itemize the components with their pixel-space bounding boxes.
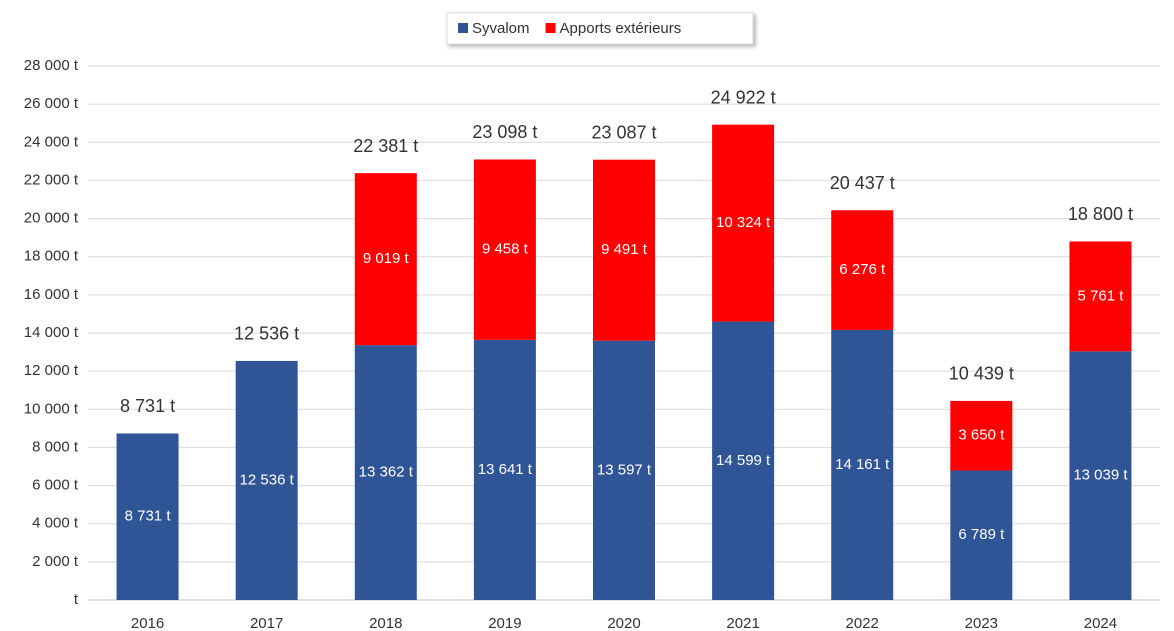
bar-segment <box>712 321 775 600</box>
bar-segment <box>354 345 417 600</box>
x-tick-label: 2021 <box>726 615 759 631</box>
x-tick-label: 2023 <box>965 615 998 631</box>
bar-segment <box>473 339 536 600</box>
legend-box <box>446 12 754 45</box>
total-label: 10 439 t <box>949 364 1014 384</box>
value-label: 13 039 t <box>1073 467 1128 484</box>
legend-swatch <box>458 23 468 33</box>
total-label: 22 381 t <box>353 136 418 156</box>
bar-segment <box>831 210 894 330</box>
y-tick-label: 2 000 t <box>32 553 79 570</box>
value-label: 14 599 t <box>716 452 771 469</box>
y-tick-label: 20 000 t <box>24 210 79 227</box>
value-label: 9 491 t <box>601 241 648 258</box>
total-label: 24 922 t <box>711 87 776 107</box>
value-label: 3 650 t <box>958 427 1005 444</box>
bar-segment <box>831 329 894 600</box>
total-label: 20 437 t <box>830 173 895 193</box>
bar-segment <box>116 433 179 600</box>
x-tick-label: 2020 <box>607 615 640 631</box>
y-tick-label: t <box>74 591 79 608</box>
x-tick-label: 2018 <box>369 615 402 631</box>
y-tick-label: 22 000 t <box>24 171 79 188</box>
value-label: 13 641 t <box>478 461 533 478</box>
legend-label: Syvalom <box>472 20 530 37</box>
total-label: 18 800 t <box>1068 204 1133 224</box>
value-label: 8 731 t <box>125 508 172 525</box>
legend-label: Apports extérieurs <box>560 20 682 37</box>
x-tick-label: 2022 <box>846 615 879 631</box>
total-label: 23 098 t <box>472 122 537 142</box>
bar-segment <box>712 124 775 322</box>
y-tick-label: 6 000 t <box>32 477 79 494</box>
y-tick-label: 8 000 t <box>32 438 79 455</box>
bar-segment <box>1069 351 1132 600</box>
x-tick-label: 2019 <box>488 615 521 631</box>
bar-segment <box>1069 241 1132 352</box>
value-label: 6 276 t <box>839 261 886 278</box>
bar-segment <box>473 159 536 340</box>
value-label: 13 362 t <box>359 464 414 481</box>
y-tick-label: 14 000 t <box>24 324 79 341</box>
bar-segment <box>235 360 298 600</box>
x-tick-label: 2017 <box>250 615 283 631</box>
y-tick-label: 12 000 t <box>24 362 79 379</box>
value-label: 12 536 t <box>240 471 295 488</box>
value-label: 5 761 t <box>1078 287 1125 304</box>
value-label: 9 458 t <box>482 241 529 258</box>
y-tick-label: 18 000 t <box>24 248 79 265</box>
y-tick-label: 10 000 t <box>24 400 79 417</box>
y-tick-label: 24 000 t <box>24 133 79 150</box>
y-tick-label: 4 000 t <box>32 515 79 532</box>
value-label: 14 161 t <box>835 456 890 473</box>
legend-swatch <box>545 23 556 33</box>
value-label: 9 019 t <box>363 250 410 267</box>
bar-segment <box>950 470 1013 600</box>
bar-segment <box>593 340 655 600</box>
y-tick-label: 26 000 t <box>24 95 79 112</box>
x-tick-label: 2016 <box>131 615 164 631</box>
bar-segment <box>593 159 655 341</box>
bar-segment <box>354 173 417 346</box>
x-tick-label: 2024 <box>1084 615 1117 631</box>
total-label: 8 731 t <box>120 396 175 416</box>
value-label: 10 324 t <box>716 214 771 231</box>
total-label: 23 087 t <box>591 122 656 142</box>
total-label: 12 536 t <box>234 324 299 344</box>
value-label: 6 789 t <box>958 526 1005 543</box>
y-tick-label: 16 000 t <box>24 286 79 303</box>
bar-segment <box>950 400 1013 471</box>
y-tick-label: 28 000 t <box>24 57 79 74</box>
value-label: 13 597 t <box>597 461 652 478</box>
